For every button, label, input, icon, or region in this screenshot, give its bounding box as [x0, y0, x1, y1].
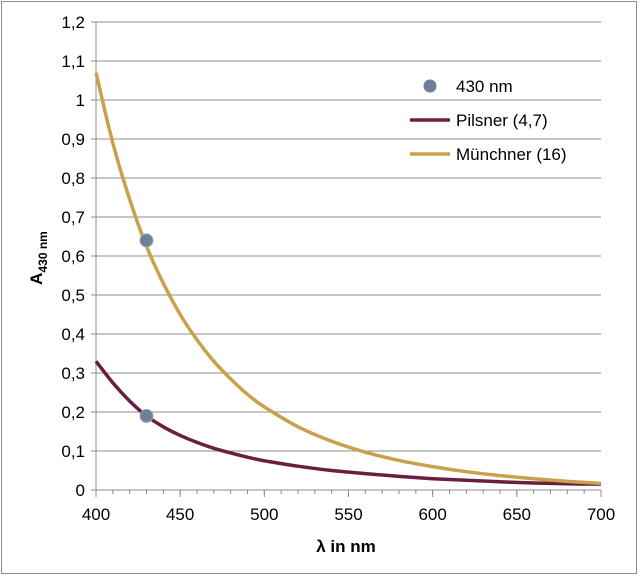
- y-tick-label: 0: [76, 481, 85, 500]
- series-layer: [94, 72, 602, 486]
- series-line-1: [94, 360, 602, 486]
- legend-marker-scatter: [423, 79, 437, 93]
- y-tick-label: 1: [76, 91, 85, 110]
- x-tick-label: 650: [503, 505, 531, 524]
- legend-label: 430 nm: [456, 77, 513, 96]
- y-axis-title-sub: 430 nm: [36, 231, 50, 272]
- y-tick-label: 0,5: [61, 286, 85, 305]
- gridlines: [96, 21, 601, 452]
- legend-label: Münchner (16): [456, 145, 567, 164]
- y-tick-label: 0,6: [61, 247, 85, 266]
- series-line-2: [94, 72, 602, 486]
- legend: 430 nm Pilsner (4,7) Münchner (16): [410, 77, 567, 164]
- y-tick-label: 0,3: [61, 364, 85, 383]
- x-tick-label: 450: [166, 505, 194, 524]
- y-tick-label: 0,4: [61, 325, 85, 344]
- axes: 0 0,1 0,2 0,3 0,4 0,5 0,6 0,7 0,8 0,9 1 1,1 1,2 400 45…: [61, 13, 615, 524]
- x-tick-label: 550: [334, 505, 362, 524]
- x-tick-label: 400: [82, 505, 110, 524]
- data-point: [139, 408, 154, 423]
- x-tick-label: 600: [418, 505, 446, 524]
- x-tick-label: 500: [250, 505, 278, 524]
- x-tick-label: 700: [587, 505, 615, 524]
- x-axis-title: λ in nm: [316, 537, 376, 556]
- y-tick-label: 0,9: [61, 130, 85, 149]
- legend-label: Pilsner (4,7): [456, 111, 548, 130]
- y-axis-title-main: A: [27, 273, 46, 285]
- y-tick-label: 1,2: [61, 13, 85, 32]
- y-tick-label: 0,2: [61, 403, 85, 422]
- y-tick-label: 0,1: [61, 442, 85, 461]
- y-tick-label: 1,1: [61, 52, 85, 71]
- y-axis-title: A430 nm: [27, 231, 50, 285]
- data-point: [139, 233, 154, 248]
- y-tick-label: 0,8: [61, 169, 85, 188]
- y-tick-label: 0,7: [61, 208, 85, 227]
